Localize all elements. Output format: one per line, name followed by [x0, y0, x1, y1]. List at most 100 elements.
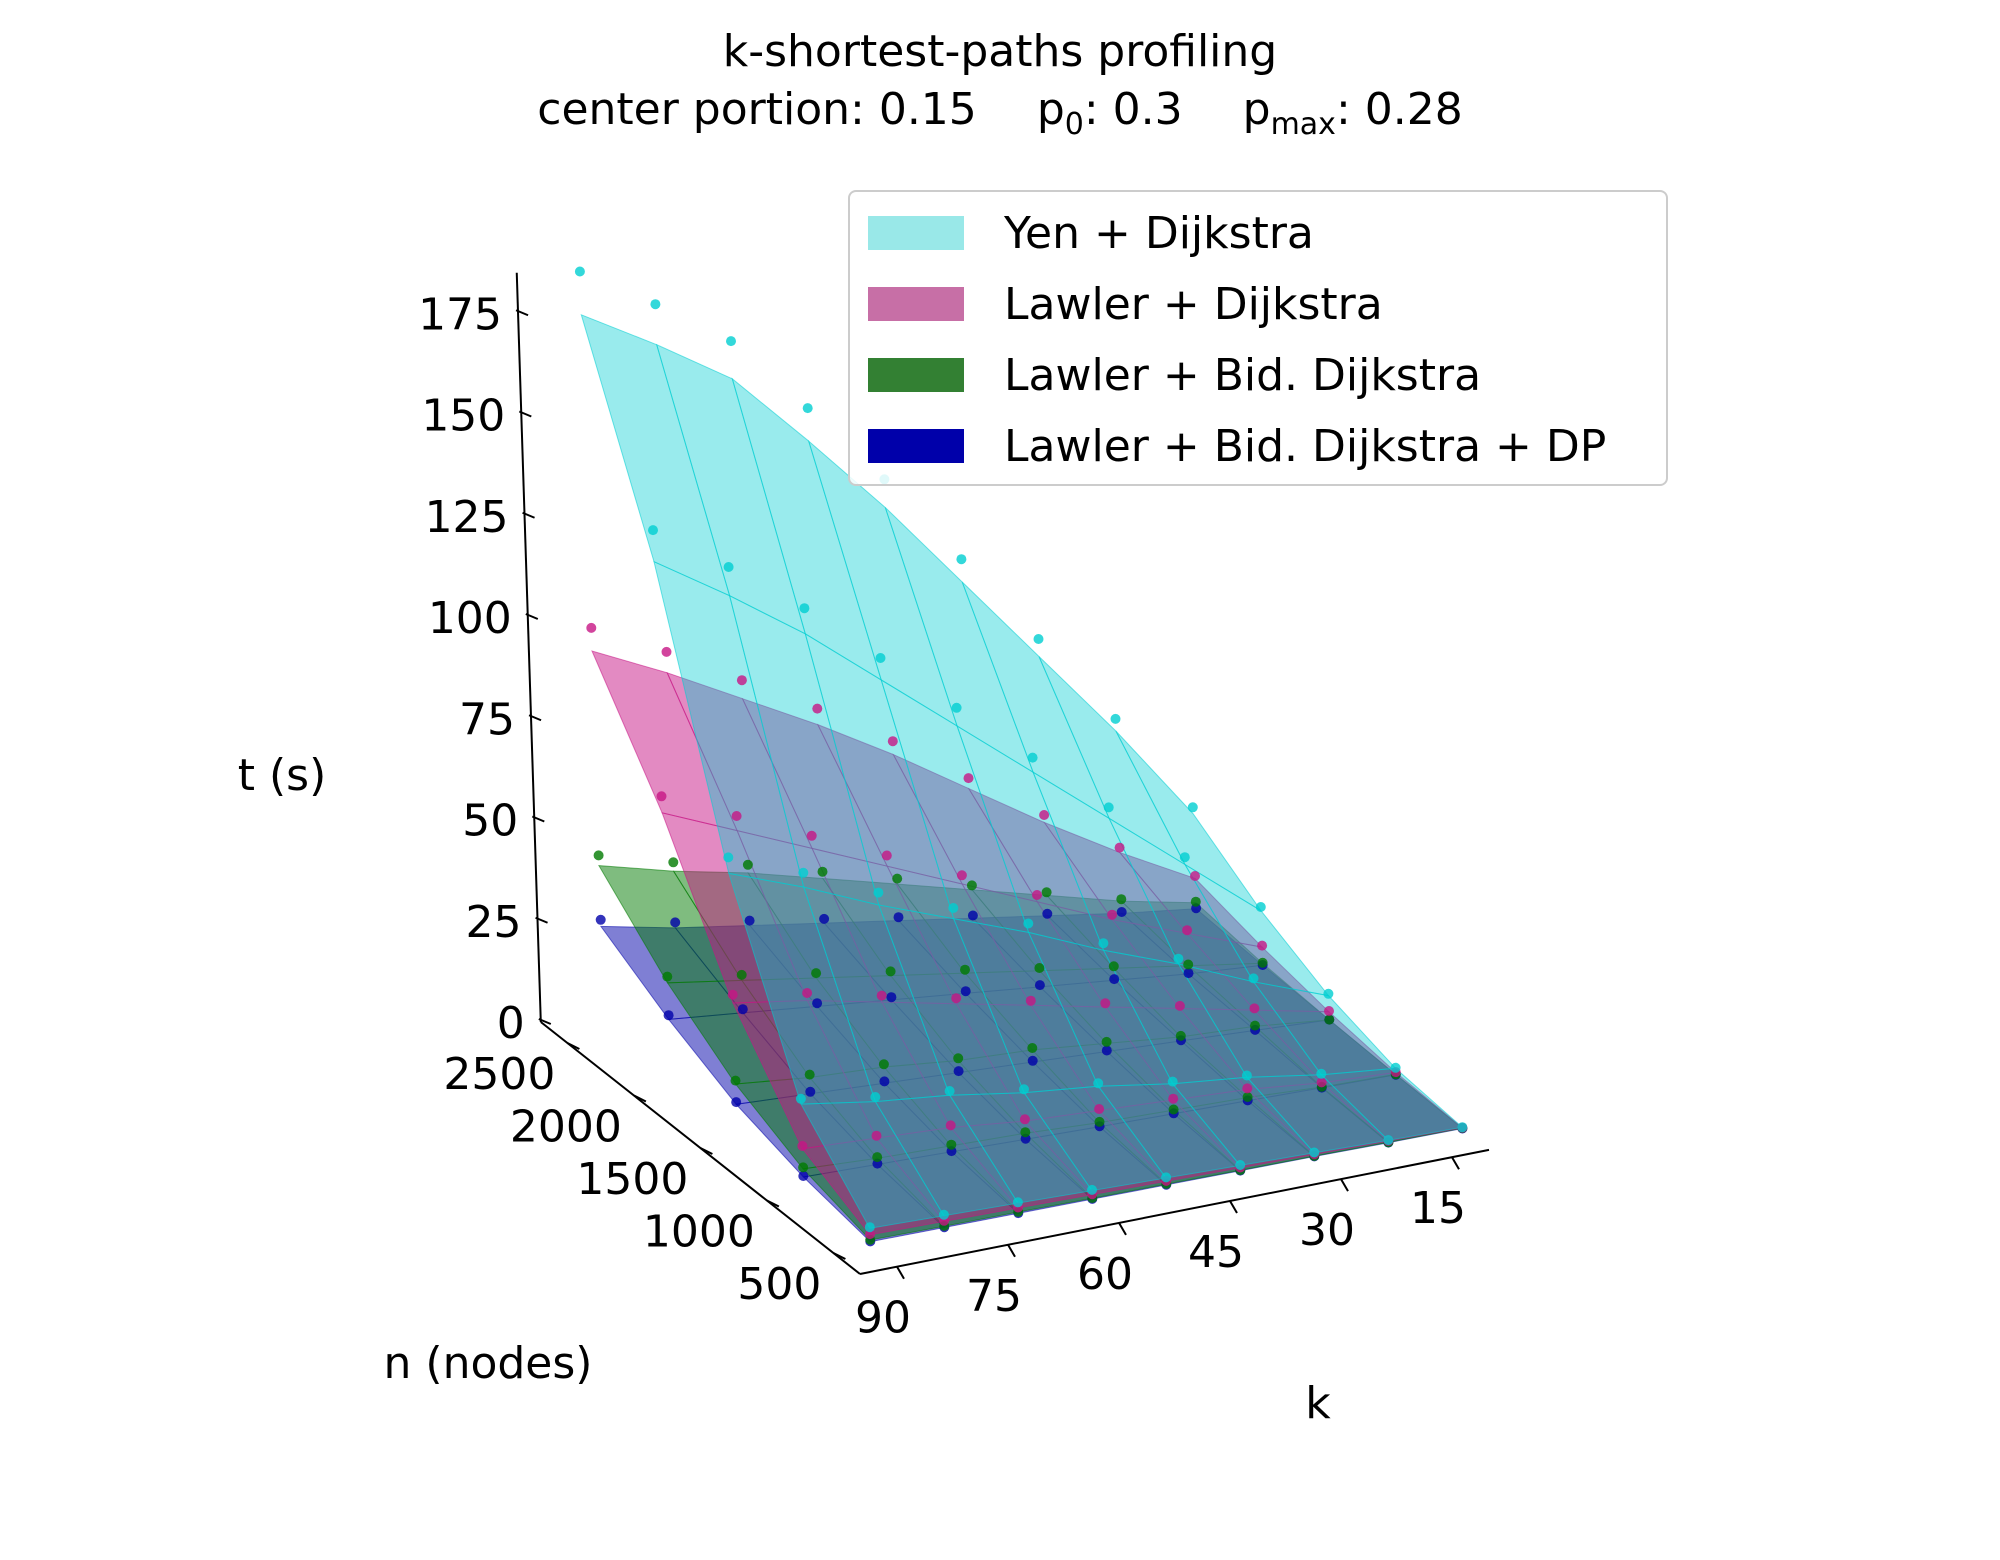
z-tick-label: 75 — [459, 694, 515, 745]
data-point — [953, 1053, 964, 1064]
legend-label-lawler: Lawler + Dijkstra — [1004, 278, 1383, 330]
data-point — [1100, 998, 1111, 1009]
legend-swatch-lawler-bid-dp — [868, 429, 964, 463]
data-point — [797, 1141, 808, 1151]
data-point — [1324, 1014, 1335, 1025]
data-point — [670, 917, 681, 928]
data-point — [1316, 1068, 1327, 1079]
data-point — [1093, 1078, 1104, 1089]
surface-patch — [597, 865, 743, 984]
data-point — [802, 403, 813, 414]
data-point — [1025, 995, 1036, 1006]
y-tick-label: 500 — [737, 1259, 821, 1310]
points-yen — [574, 266, 1468, 1233]
data-point — [945, 1120, 956, 1131]
legend-label-lawler-bid: Lawler + Bid. Dijkstra — [1004, 349, 1482, 401]
data-point — [1242, 1092, 1253, 1102]
z-axis-line — [515, 272, 542, 1023]
legend: Yen + Dijkstra Lawler + Dijkstra Lawler … — [848, 190, 1668, 486]
data-point — [1235, 1160, 1246, 1170]
z-tick-label: 150 — [421, 391, 505, 442]
data-point — [1019, 1084, 1029, 1095]
data-point — [1033, 634, 1044, 644]
data-point — [806, 830, 817, 841]
legend-swatch-yen — [868, 216, 964, 250]
data-point — [1023, 918, 1034, 929]
legend-swatch-lawler — [868, 287, 964, 321]
data-point — [1027, 1055, 1038, 1066]
legend-entry-lawler: Lawler + Dijkstra — [868, 278, 1383, 330]
data-point — [1187, 802, 1198, 813]
x-tick-label: 75 — [966, 1271, 1022, 1322]
data-point — [811, 968, 822, 979]
data-point — [948, 903, 959, 913]
data-point — [953, 1066, 964, 1077]
data-point — [1042, 908, 1053, 919]
z-tick-mark — [528, 714, 542, 722]
subtitle-pmax-base: p — [1243, 84, 1271, 135]
y-tick-label: 2500 — [443, 1049, 555, 1100]
subtitle-p0-sub: 0 — [1065, 107, 1084, 142]
data-point — [731, 811, 742, 821]
data-point — [1094, 1104, 1105, 1114]
y-tick-label: 2000 — [510, 1102, 622, 1153]
data-point — [802, 988, 813, 998]
data-point — [663, 1010, 674, 1021]
data-point — [1250, 1020, 1260, 1031]
x-axis-line — [859, 1148, 1490, 1275]
z-tick-mark — [522, 511, 535, 519]
data-point — [887, 736, 898, 747]
data-point — [1241, 1070, 1252, 1081]
data-point — [736, 969, 747, 980]
data-point — [668, 857, 679, 868]
data-point — [574, 266, 585, 277]
data-point — [744, 915, 755, 926]
x-tick-mark — [1229, 1200, 1238, 1214]
data-point — [944, 1086, 955, 1096]
points-group — [574, 266, 1468, 1247]
x-tick-mark — [1118, 1222, 1127, 1236]
data-point — [1316, 1077, 1327, 1088]
data-point — [956, 870, 967, 881]
data-point — [1323, 988, 1334, 999]
data-point — [873, 887, 884, 898]
data-point — [736, 675, 747, 686]
data-point — [878, 1059, 889, 1070]
data-point — [595, 914, 606, 925]
legend-entry-yen: Yen + Dijkstra — [868, 208, 1314, 259]
data-point — [963, 773, 974, 784]
data-point — [1190, 871, 1200, 881]
data-point — [885, 966, 896, 977]
data-point — [586, 622, 597, 633]
data-point — [727, 989, 738, 1000]
data-point — [1027, 752, 1038, 763]
data-point — [1027, 1043, 1038, 1053]
legend-swatch-lawler-bid — [868, 358, 964, 392]
data-point — [1116, 894, 1127, 905]
subtitle-center-portion: center portion: 0.15 — [537, 84, 977, 135]
data-point — [886, 992, 897, 1003]
data-point — [1242, 1083, 1253, 1094]
data-point — [726, 336, 736, 347]
data-point — [1101, 1045, 1112, 1056]
data-point — [1032, 890, 1042, 900]
data-point — [1034, 963, 1045, 973]
data-point — [1116, 907, 1127, 917]
data-point — [1107, 909, 1118, 920]
data-point — [798, 867, 809, 878]
data-point — [1183, 959, 1194, 970]
data-point — [1249, 1003, 1260, 1014]
data-point — [960, 986, 971, 997]
data-point — [1114, 842, 1125, 853]
data-point — [967, 910, 978, 921]
data-point — [871, 1130, 882, 1141]
z-tick-mark — [531, 815, 545, 823]
data-point — [1190, 896, 1201, 907]
y-tick-label: 1500 — [576, 1154, 688, 1205]
x-tick-label: 15 — [1410, 1183, 1466, 1234]
z-tick-mark — [525, 613, 539, 620]
data-point — [1383, 1135, 1394, 1146]
data-point — [1034, 980, 1045, 991]
